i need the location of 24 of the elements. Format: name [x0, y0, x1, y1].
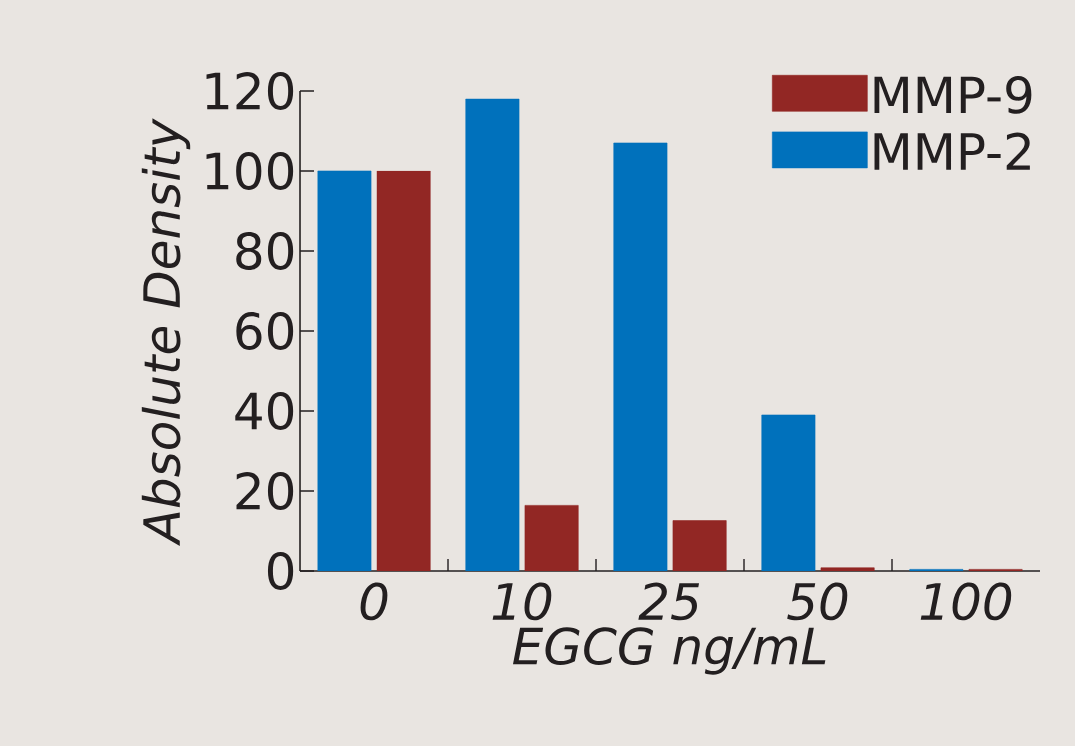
bar [672, 520, 727, 571]
x-tick-label: 50 [787, 582, 848, 621]
bar [524, 505, 579, 571]
bar [613, 142, 668, 571]
bar [317, 170, 372, 571]
bar [761, 414, 816, 571]
x-tick-label: 0 [360, 582, 388, 621]
bar [376, 170, 431, 571]
x-tick-label: 100 [920, 582, 1012, 621]
y-tick-label: 40 [235, 392, 294, 430]
y-tick-label: 100 [206, 152, 294, 190]
x-tick-label: 25 [638, 582, 700, 621]
x-tick-label: 10 [492, 582, 552, 621]
legend-label: MMP-2 [874, 132, 1030, 170]
y-tick-label: 20 [236, 472, 294, 510]
x-axis-title: EGCG ng/mL [512, 627, 826, 675]
y-tick-label: 60 [236, 312, 294, 350]
bar [820, 567, 875, 571]
y-tick-label: 0 [267, 552, 294, 590]
y-tick-label: 80 [236, 232, 294, 270]
bar [465, 98, 520, 571]
y-tick-label: 120 [206, 72, 294, 110]
legend-label: MMP-9 [874, 75, 1032, 114]
y-axis-title: Absolute Density [141, 118, 191, 546]
